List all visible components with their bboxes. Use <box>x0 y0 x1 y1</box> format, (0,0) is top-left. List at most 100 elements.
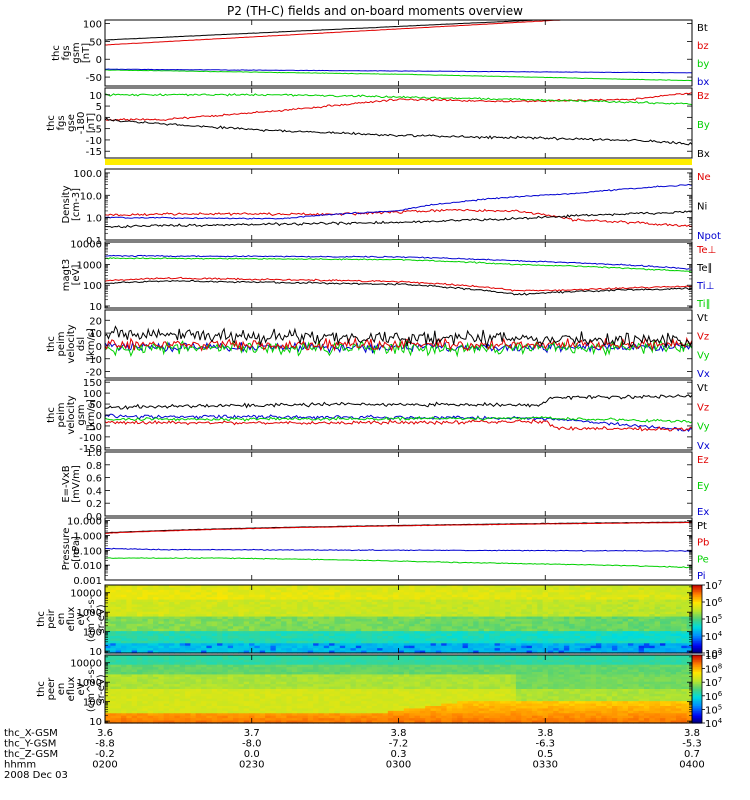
spectrogram-cell <box>457 631 464 635</box>
spectrogram-cell <box>611 657 618 661</box>
spectrogram-cell <box>115 585 122 589</box>
spectrogram-cell <box>382 669 389 673</box>
spectrogram-cell <box>121 672 127 676</box>
spectrogram-cell <box>233 597 240 601</box>
y-tick-label: 100 <box>83 389 102 400</box>
spectrogram-cell <box>254 597 261 601</box>
spectrogram-cell <box>350 621 357 625</box>
spectrogram-cell <box>585 585 592 589</box>
spectrogram-cell <box>441 640 448 644</box>
spectrogram-cell <box>355 594 362 598</box>
spectrogram-cell <box>318 655 325 659</box>
spectrogram-cell <box>510 657 517 661</box>
spectrogram-cell <box>302 614 309 618</box>
spectrogram-cell <box>521 597 528 601</box>
spectrogram-cell <box>147 650 154 654</box>
spectrogram-cell <box>179 657 186 661</box>
spectrogram-cell <box>339 633 346 637</box>
spectrogram-cell <box>457 609 464 613</box>
colorbar-segment <box>692 602 702 605</box>
spectrogram-cell <box>147 681 154 685</box>
spectrogram-cell <box>686 648 693 652</box>
spectrogram-cell <box>467 655 474 659</box>
spectrogram-cell <box>211 604 218 608</box>
spectrogram-cell <box>259 594 266 598</box>
series-line-Bx <box>104 117 693 146</box>
spectrogram-cell <box>414 602 421 606</box>
spectrogram-cell <box>297 606 304 610</box>
spectrogram-cell <box>105 645 111 649</box>
spectrogram-cell <box>179 638 186 642</box>
spectrogram-cell <box>398 645 405 649</box>
spectrogram-cell <box>206 628 213 632</box>
spectrogram-cell <box>569 636 576 640</box>
spectrogram-cell <box>606 676 613 680</box>
spectrogram-cell <box>275 672 282 676</box>
y-tick-label: -150 <box>79 444 102 455</box>
spectrogram-cell <box>126 604 133 608</box>
spectrogram-cell <box>350 616 357 620</box>
spectrogram-cell <box>521 674 528 678</box>
spectrogram-cell <box>521 679 528 683</box>
spectrogram-cell <box>259 655 266 659</box>
spectrogram-cell <box>409 621 416 625</box>
spectrogram-cell <box>345 643 352 647</box>
spectrogram-cell <box>526 631 533 635</box>
spectrogram-cell <box>334 648 341 652</box>
colorbar-segment <box>692 639 702 642</box>
spectrogram-cell <box>249 611 256 615</box>
spectrogram-cell <box>441 669 448 673</box>
spectrogram-cell <box>595 657 602 661</box>
spectrogram-cell <box>510 643 517 647</box>
spectrogram-cell <box>291 614 298 618</box>
spectrogram-cell <box>377 636 384 640</box>
spectrogram-cell <box>361 594 368 598</box>
spectrogram-cell <box>238 592 245 596</box>
spectrogram-cell <box>153 681 159 685</box>
spectrogram-cell <box>649 672 656 676</box>
spectrogram-cell <box>350 638 357 642</box>
spectrogram-cell <box>563 594 570 598</box>
spectrogram-cell <box>643 609 650 613</box>
spectrogram-cell <box>446 669 453 673</box>
spectrogram-cell <box>569 585 576 589</box>
spectrogram-cell <box>233 594 240 598</box>
spectrogram-cell <box>419 662 426 666</box>
spectrogram-cell <box>521 684 528 688</box>
spectrogram-cell <box>665 681 672 685</box>
spectrogram-cell <box>286 643 293 647</box>
spectrogram-cell <box>275 602 282 606</box>
spectrogram-cell <box>547 667 554 671</box>
spectrogram-cell <box>243 602 250 606</box>
spectrogram-cell <box>302 684 309 688</box>
spectrogram-cell <box>110 619 117 623</box>
spectrogram-cell <box>334 611 341 615</box>
spectrogram-cell <box>579 674 586 678</box>
spectrogram-cell <box>142 674 149 678</box>
spectrogram-cell <box>227 594 234 598</box>
spectrogram-cell <box>249 614 256 618</box>
spectrogram-cell <box>681 655 688 659</box>
spectrogram-cell <box>457 672 464 676</box>
spectrogram-cell <box>201 594 207 598</box>
spectrogram-cell <box>110 674 117 678</box>
spectrogram-cell <box>211 614 218 618</box>
spectrogram-cell <box>558 640 565 644</box>
spectrogram-cell <box>206 676 213 680</box>
spectrogram-cell <box>617 599 624 603</box>
spectrogram-cell <box>595 648 602 652</box>
spectrogram-cell <box>371 609 378 613</box>
spectrogram-cell <box>510 684 517 688</box>
spectrogram-cell <box>265 626 272 630</box>
spectrogram-cell <box>110 655 117 659</box>
spectrogram-cell <box>382 597 389 601</box>
spectrogram-cell <box>345 636 352 640</box>
spectrogram-cell <box>259 648 266 652</box>
spectrogram-cell <box>217 631 223 635</box>
spectrogram-cell <box>430 599 437 603</box>
spectrogram-cell <box>126 606 133 610</box>
spectrogram-cell <box>174 589 181 593</box>
spectrogram-cell <box>174 643 181 647</box>
spectrogram-cell <box>558 602 565 606</box>
spectrogram-cell <box>515 679 522 683</box>
